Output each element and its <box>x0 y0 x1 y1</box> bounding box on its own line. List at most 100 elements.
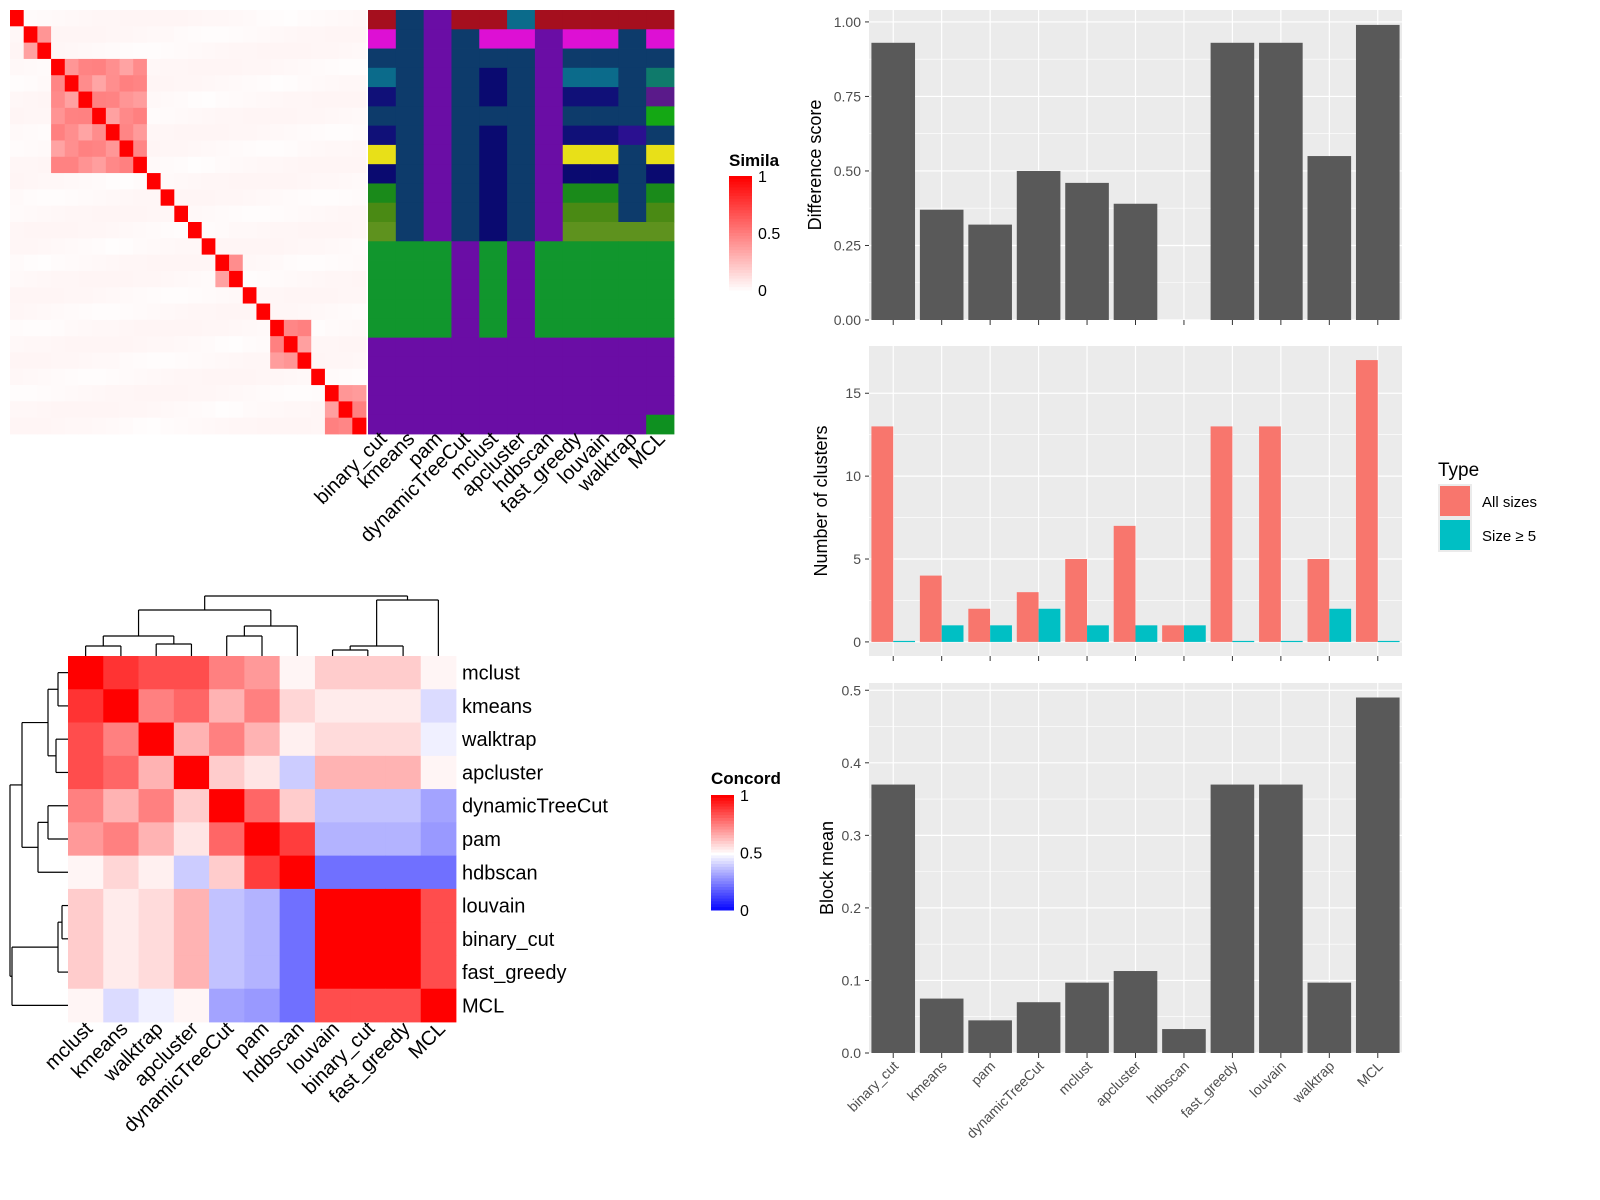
assignment-cell <box>368 164 397 184</box>
similarity-cell <box>37 156 52 174</box>
assignment-cell <box>534 67 564 88</box>
concordance-cell <box>138 755 175 790</box>
similarity-cell <box>270 75 285 92</box>
concordance-cell <box>244 888 281 923</box>
similarity-cell <box>283 26 298 44</box>
similarity-cell <box>174 401 189 419</box>
assignment-cell <box>395 318 425 339</box>
similarity-cell <box>92 26 107 44</box>
similarity-cell <box>297 10 312 27</box>
assignment-cell <box>479 414 508 435</box>
assignment-cell <box>646 241 675 261</box>
similarity-cell <box>311 401 326 419</box>
assignment-cell <box>507 164 536 184</box>
similarity-cell <box>160 368 175 386</box>
similarity-cell <box>242 401 257 419</box>
assignment-cell <box>562 318 591 339</box>
y-axis-title: Block mean <box>817 821 837 915</box>
similarity-cell <box>23 238 38 256</box>
similarity-cell <box>283 401 298 419</box>
similarity-cell <box>51 254 66 272</box>
similarity-cell <box>119 336 134 353</box>
similarity-cell <box>229 222 244 239</box>
assignment-cell <box>507 395 536 416</box>
similarity-cell <box>174 368 189 386</box>
concordance-cell <box>350 922 386 956</box>
similarity-cell <box>160 173 175 190</box>
assignment-cell <box>368 279 397 300</box>
similarity-cell <box>242 124 257 141</box>
similarity-cell <box>188 319 203 337</box>
similarity-cell <box>201 222 216 239</box>
similarity-cell <box>37 287 52 304</box>
similarity-cell <box>256 124 271 141</box>
similarity-cell <box>78 287 93 304</box>
similarity-cell <box>37 385 52 402</box>
similarity-legend-gradient <box>729 213 752 217</box>
similarity-cell <box>297 75 312 92</box>
similarity-cell <box>146 319 162 337</box>
concordance-cell <box>103 888 139 923</box>
similarity-cell <box>64 336 79 353</box>
similarity-cell <box>311 26 326 44</box>
assignment-cell <box>368 318 397 339</box>
similarity-cell <box>146 417 162 435</box>
similarity-cell <box>78 222 93 239</box>
similarity-cell <box>146 368 162 386</box>
similarity-cell <box>352 140 367 158</box>
similarity-cell <box>105 222 120 239</box>
assignment-cell <box>479 87 508 107</box>
assignment-cell <box>507 183 536 204</box>
assignment-cell <box>451 48 480 69</box>
similarity-cell <box>37 336 52 353</box>
similarity-cell <box>23 385 38 402</box>
similarity-cell <box>160 352 175 370</box>
similarity-cell <box>133 156 148 174</box>
similarity-heatmap <box>10 10 367 435</box>
similarity-cell <box>160 254 175 272</box>
similarity-cell <box>174 156 189 174</box>
concordance-legend-gradient <box>711 875 734 879</box>
bar-size-ge5 <box>1038 608 1061 642</box>
assignment-cell <box>562 48 591 69</box>
similarity-cell <box>283 368 298 386</box>
concordance-cell <box>279 722 316 757</box>
concordance-legend-gradient <box>711 815 734 819</box>
similarity-cell <box>188 91 203 109</box>
similarity-cell <box>242 58 257 76</box>
similarity-cell <box>201 26 216 44</box>
similarity-cell <box>283 107 298 125</box>
similarity-cell <box>133 254 148 272</box>
concordance-legend-gradient <box>711 861 734 865</box>
assignment-cell <box>368 144 397 165</box>
assignment-cell <box>368 337 397 358</box>
similarity-cell <box>51 91 66 109</box>
assignment-cell <box>479 222 508 242</box>
similarity-legend-gradient <box>729 195 752 200</box>
similarity-cell <box>146 156 162 174</box>
x-tick-label: mclust <box>1055 1058 1095 1098</box>
concordance-cell <box>68 722 104 757</box>
similarity-cell <box>133 417 148 435</box>
similarity-cell <box>51 352 66 370</box>
similarity-cell <box>283 336 298 353</box>
concordance-cell <box>173 755 210 790</box>
assignment-cell <box>562 10 591 30</box>
concordance-column-label: MCL <box>404 1018 449 1063</box>
concordance-legend-gradient <box>711 818 734 822</box>
similarity-cell <box>160 107 175 125</box>
similarity-cell <box>242 270 257 288</box>
similarity-cell <box>37 319 52 337</box>
similarity-cell <box>105 140 120 158</box>
concordance-row-label: walktrap <box>461 729 536 751</box>
similarity-cell <box>229 352 244 370</box>
similarity-cell <box>105 303 120 321</box>
concordance-cell <box>420 689 457 723</box>
similarity-cell <box>283 42 298 60</box>
similarity-cell <box>10 75 25 92</box>
concordance-cell <box>209 822 245 857</box>
similarity-cell <box>105 368 120 386</box>
similarity-cell <box>146 303 162 321</box>
similarity-cell <box>201 156 216 174</box>
assignment-cell <box>534 48 564 69</box>
